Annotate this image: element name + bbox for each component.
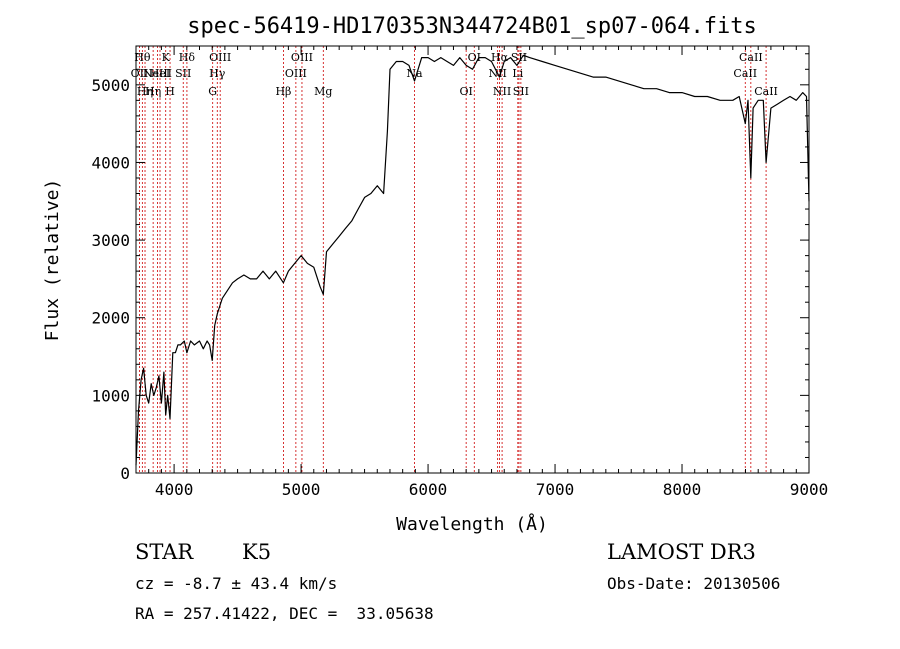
y-axis-ticks: 0 1000 2000 3000 4000 5000 (91, 53, 809, 483)
line-label: OII (131, 67, 149, 80)
plot-frame (135, 45, 810, 474)
x-axis-ticks: 4000 5000 6000 7000 8000 9000 (135, 46, 829, 499)
y-tick-label: 5000 (91, 76, 130, 95)
line-label: Hγ (209, 67, 226, 80)
y-tick-label: 0 (120, 464, 130, 483)
coordinates: RA = 257.41422, DEC = 33.05638 (135, 604, 434, 623)
object-subclass: K5 (242, 540, 272, 564)
line-label: Hα (491, 51, 509, 64)
line-label: Hη (137, 85, 153, 98)
x-axis-label: Wavelength (Å) (396, 513, 548, 535)
line-label: CaII (733, 67, 757, 80)
x-tick-label: 4000 (155, 480, 194, 499)
line-label: OIII (285, 67, 307, 80)
redshift-velocity: cz = -8.7 ± 43.4 km/s (135, 574, 338, 593)
line-label: K (162, 51, 171, 64)
line-label: SII (513, 85, 529, 98)
spectrum-series (135, 54, 810, 466)
line-label: Hδ (179, 51, 196, 64)
object-class: STAR (135, 540, 194, 564)
spectral-line-labels: OIIHθHηHηNeIIIHeIKHSIIHδGHγOIIIHβOIIIOII… (131, 51, 778, 98)
line-label: Hη (145, 85, 161, 98)
spectrum-line (135, 54, 810, 466)
line-label: CaII (754, 85, 778, 98)
line-label: NeIII (143, 67, 172, 80)
survey-name: LAMOST DR3 (607, 540, 756, 564)
x-tick-label: 8000 (663, 480, 702, 499)
line-label: HeI (150, 67, 170, 80)
line-label: Mg (314, 85, 332, 98)
x-tick-label: 5000 (282, 480, 321, 499)
y-tick-label: 3000 (91, 231, 130, 250)
line-label: Na (406, 67, 423, 80)
x-tick-label: 7000 (536, 480, 575, 499)
line-label: SII (175, 67, 191, 80)
line-label: H (165, 85, 175, 98)
line-label: OIII (209, 51, 231, 64)
line-label: OI (459, 85, 472, 98)
line-label: OIII (291, 51, 313, 64)
spectral-line-markers (139, 46, 767, 473)
y-axis-label: Flux (relative) (42, 179, 63, 342)
line-label: Hθ (134, 51, 151, 64)
x-tick-label: 6000 (409, 480, 448, 499)
line-label: G (208, 85, 217, 98)
line-label: Hβ (275, 85, 291, 98)
line-label: SII (511, 51, 527, 64)
y-tick-label: 2000 (91, 309, 130, 328)
chart-title: spec-56419-HD170353N344724B01_sp07-064.f… (187, 14, 757, 39)
line-label: CaII (739, 51, 763, 64)
y-tick-label: 4000 (91, 153, 130, 172)
x-tick-label: 9000 (790, 480, 829, 499)
line-label: Li (512, 67, 523, 80)
y-tick-label: 1000 (91, 386, 130, 405)
line-label: NII (493, 85, 511, 98)
observation-date: Obs-Date: 20130506 (607, 574, 781, 593)
